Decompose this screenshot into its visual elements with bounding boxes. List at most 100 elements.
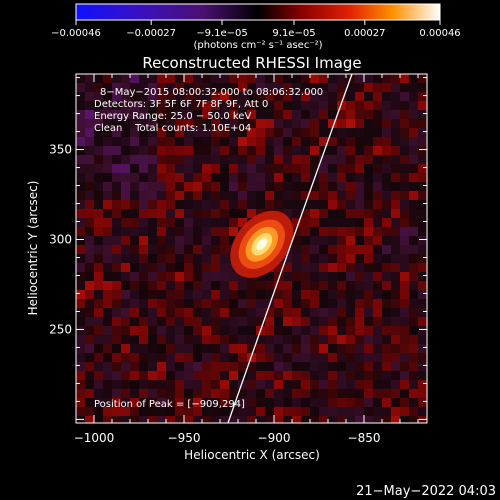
heatmap-cell <box>166 272 176 282</box>
heatmap-cell <box>229 128 239 138</box>
heatmap-cell <box>310 380 320 390</box>
heatmap-cell <box>409 308 419 318</box>
heatmap-cell <box>355 335 365 345</box>
heatmap-cell <box>94 110 104 120</box>
heatmap-cell <box>283 191 293 201</box>
heatmap-cell <box>292 227 302 237</box>
heatmap-cell <box>193 254 203 264</box>
heatmap-cell <box>355 128 365 138</box>
heatmap-cell <box>301 389 311 399</box>
heatmap-cell <box>373 83 383 93</box>
heatmap-cell <box>121 164 131 174</box>
heatmap-cell <box>400 110 410 120</box>
heatmap-cell <box>112 416 122 423</box>
heatmap-cell <box>166 155 176 165</box>
heatmap-cell <box>400 83 410 93</box>
heatmap-cell <box>274 191 284 201</box>
heatmap-cell <box>211 164 221 174</box>
heatmap-cell <box>274 146 284 156</box>
heatmap-cell <box>85 299 95 309</box>
heatmap-cell <box>211 380 221 390</box>
heatmap-cell <box>85 326 95 336</box>
heatmap-cell <box>391 101 401 111</box>
heatmap-cell <box>319 344 329 354</box>
heatmap-cell <box>130 335 140 345</box>
heatmap-cell <box>76 326 86 336</box>
heatmap-cell <box>247 209 257 219</box>
heatmap-cell <box>319 74 329 84</box>
heatmap-cell <box>85 110 95 120</box>
heatmap-cell <box>85 407 95 417</box>
heatmap-cell <box>328 209 338 219</box>
heatmap-cell <box>202 200 212 210</box>
colorbar-tick-label: 0.00027 <box>344 28 385 39</box>
heatmap-cell <box>238 326 248 336</box>
heatmap-cell <box>130 83 140 93</box>
heatmap-cell <box>175 308 185 318</box>
heatmap-cell <box>409 128 419 138</box>
heatmap-cell <box>400 317 410 327</box>
heatmap-cell <box>220 245 230 255</box>
heatmap-cell <box>85 155 95 165</box>
heatmap-cell <box>337 263 347 273</box>
heatmap-cell <box>103 227 113 237</box>
colorbar-tick-label: 9.1e−05 <box>272 28 315 39</box>
heatmap-cell <box>112 110 122 120</box>
heatmap-cell <box>265 191 275 201</box>
heatmap-cell <box>247 119 257 129</box>
heatmap-cell <box>409 200 419 210</box>
heatmap-cell <box>364 227 374 237</box>
heatmap-cell <box>409 110 419 120</box>
heatmap-cell <box>364 308 374 318</box>
heatmap-cell <box>220 182 230 192</box>
heatmap-cell <box>346 182 356 192</box>
heatmap-cell <box>85 371 95 381</box>
heatmap-cell <box>310 290 320 300</box>
heatmap-cell <box>391 128 401 138</box>
heatmap-cell <box>409 245 419 255</box>
heatmap-cell <box>310 227 320 237</box>
heatmap-cell <box>202 389 212 399</box>
heatmap-cell <box>220 308 230 318</box>
heatmap-cell <box>292 164 302 174</box>
heatmap-cell <box>409 416 419 423</box>
heatmap-cell <box>130 317 140 327</box>
heatmap-cell <box>346 236 356 246</box>
heatmap-cell <box>355 389 365 399</box>
heatmap-cell <box>157 101 167 111</box>
heatmap-cell <box>292 128 302 138</box>
annotation-clean: Clean Total counts: 1.10E+04 <box>94 123 251 134</box>
heatmap-cell <box>211 218 221 228</box>
heatmap-cell <box>301 227 311 237</box>
heatmap-cell <box>166 290 176 300</box>
heatmap-cell <box>400 191 410 201</box>
heatmap-cell <box>103 128 113 138</box>
heatmap-cell <box>112 371 122 381</box>
heatmap-cell <box>319 128 329 138</box>
heatmap-cell <box>418 227 427 237</box>
heatmap-cell <box>346 218 356 228</box>
heatmap-cell <box>121 362 131 372</box>
heatmap-cell <box>229 380 239 390</box>
heatmap-cell <box>355 236 365 246</box>
heatmap-cell <box>283 155 293 165</box>
heatmap-cell <box>274 371 284 381</box>
heatmap-cell <box>292 74 302 84</box>
heatmap-cell <box>400 407 410 417</box>
heatmap-cell <box>202 245 212 255</box>
heatmap-cell <box>409 335 419 345</box>
heatmap-cell <box>292 101 302 111</box>
heatmap-cell <box>220 326 230 336</box>
heatmap-cell <box>328 245 338 255</box>
heatmap-cell <box>274 389 284 399</box>
heatmap-cell <box>274 416 284 423</box>
heatmap-cell <box>130 353 140 363</box>
heatmap-cell <box>328 155 338 165</box>
heatmap-cell <box>193 290 203 300</box>
heatmap-cell <box>301 398 311 408</box>
heatmap-cell <box>166 380 176 390</box>
heatmap-cell <box>319 236 329 246</box>
heatmap-cell <box>76 389 86 399</box>
heatmap-cell <box>157 371 167 381</box>
heatmap-cell <box>229 326 239 336</box>
